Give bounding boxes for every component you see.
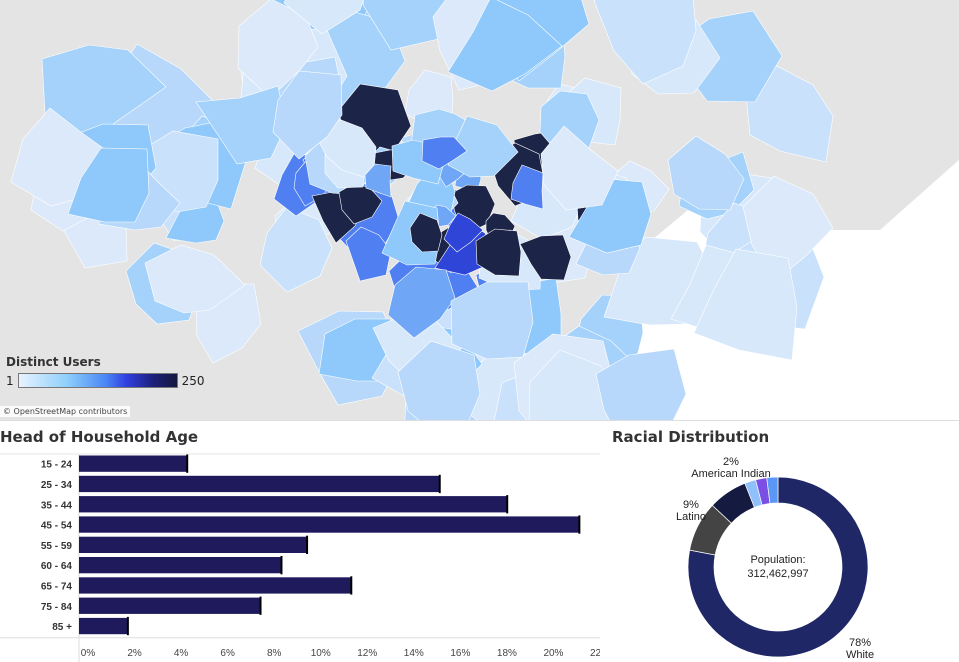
legend-title: Distinct Users (6, 355, 101, 369)
slice-name-white: White (846, 649, 874, 661)
legend-max: 250 (181, 373, 205, 388)
bar (79, 475, 440, 493)
donut-slice (687, 476, 869, 658)
map-region (568, 178, 652, 254)
donut-chart-title: Racial Distribution (612, 428, 770, 446)
x-tick-label: 22% (590, 648, 600, 659)
bar-category-label: 45 - 54 (41, 521, 73, 532)
x-tick-label: 2% (127, 648, 142, 659)
bar-category-label: 75 - 84 (41, 602, 73, 613)
bar-category-label: 60 - 64 (41, 561, 73, 572)
x-tick-label: 14% (404, 648, 424, 659)
map-legend: Distinct Users 1 250 (6, 355, 205, 388)
map-region (450, 281, 534, 360)
map-region (593, 0, 697, 85)
map-region (409, 212, 443, 253)
bar (79, 577, 352, 594)
map-region (693, 248, 798, 361)
donut-center-value: 312,462,997 (747, 568, 808, 580)
bar (79, 557, 282, 574)
x-tick-label: 6% (220, 648, 235, 659)
slice-percent-american-indian: 2% (723, 456, 739, 468)
map-region (67, 147, 150, 223)
map-region (387, 266, 456, 339)
choropleth-map[interactable]: Distinct Users 1 250 © OpenStreetMap con… (0, 0, 959, 420)
x-tick-label: 18% (497, 648, 517, 659)
bar (79, 516, 580, 533)
map-region (510, 164, 544, 210)
map-region (144, 244, 246, 314)
bar-category-label: 35 - 44 (41, 500, 73, 511)
bar (79, 536, 308, 553)
map-credit[interactable]: © OpenStreetMap contributors (0, 406, 131, 417)
map-regions[interactable] (0, 0, 959, 420)
map-region (667, 135, 745, 211)
racial-distribution-donut: Population: 312,462,997 78%White 9%Latino 2%… (676, 456, 874, 661)
map-region (447, 0, 563, 92)
legend-min: 1 (6, 373, 14, 388)
slice-percent-white: 78% (849, 637, 871, 649)
x-tick-label: 4% (174, 648, 189, 659)
map-region (528, 349, 626, 420)
x-tick-label: 20% (543, 648, 563, 659)
map-region (272, 70, 343, 160)
slice-name-american-indian: American Indian (691, 468, 771, 480)
x-tick-label: 12% (357, 648, 377, 659)
map-region (41, 44, 167, 144)
bar-chart-title: Head of Household Age (0, 428, 199, 446)
map-region (345, 226, 392, 282)
bar (79, 496, 508, 513)
bar-category-label: 25 - 34 (41, 480, 73, 491)
map-region (259, 206, 333, 293)
bar-category-label: 55 - 59 (41, 541, 73, 552)
map-region (421, 136, 468, 170)
map-region (475, 228, 522, 277)
bar (79, 597, 261, 614)
x-tick-label: 10% (311, 648, 331, 659)
donut-center-label: Population: (750, 554, 805, 566)
bar (79, 455, 188, 472)
map-region (745, 65, 834, 163)
divider (0, 420, 959, 421)
map-region (519, 234, 572, 281)
slice-name-latino: Latino (676, 511, 706, 523)
map-region (283, 0, 364, 35)
donut-slice (766, 476, 779, 504)
household-age-bar-chart: 15 - 24 25 - 34 35 - 44 45 - 54 55 - 59 60 - … (0, 453, 600, 662)
x-tick-label: 8% (267, 648, 282, 659)
bar (79, 617, 128, 635)
x-tick-label: 16% (450, 648, 470, 659)
map-region (364, 163, 392, 198)
bar-category-label: 65 - 74 (41, 581, 73, 592)
bar-category-label: 85 + (52, 622, 72, 633)
x-tick-label: 0% (81, 648, 96, 659)
map-region (397, 340, 481, 420)
map-region (595, 348, 687, 420)
bar-category-label: 15 - 24 (41, 460, 73, 471)
slice-percent-latino: 9% (683, 499, 699, 511)
map-region (195, 85, 287, 165)
map-region (540, 125, 619, 211)
map-region (443, 212, 484, 253)
legend-color-ramp (17, 373, 178, 388)
